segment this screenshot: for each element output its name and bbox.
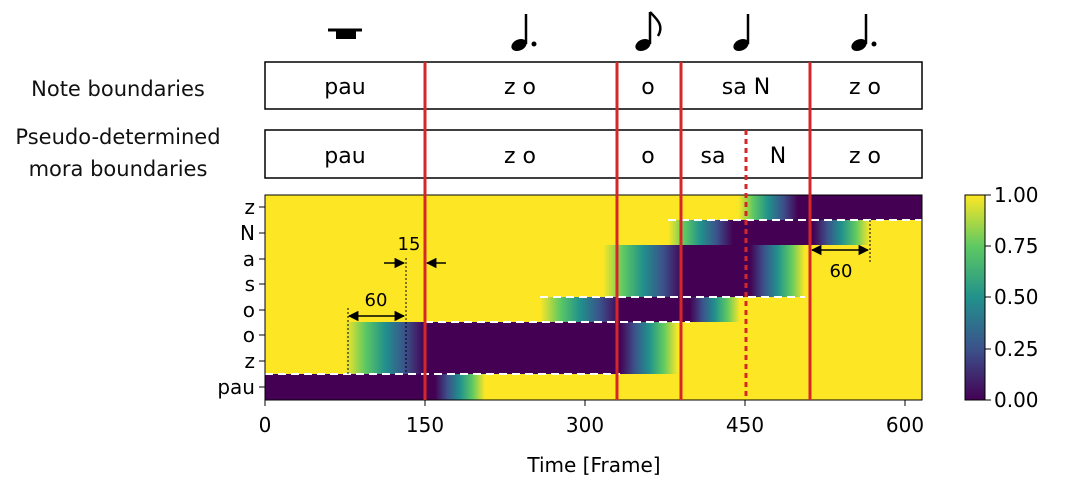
dotted-quarter-note-icon (511, 14, 537, 52)
x-tick-label: 300 (566, 413, 604, 437)
rest-icon (328, 28, 362, 39)
eighth-note-icon (635, 11, 662, 52)
band-z-o-tail (620, 322, 678, 374)
mora-boundaries-label-line1: Pseudo-determined (15, 125, 220, 149)
note-segment-label: sa N (722, 75, 770, 100)
annotation-15: 15 (384, 234, 446, 269)
band-o-tail (690, 297, 740, 322)
colorbar-tick-label: 0.25 (994, 337, 1039, 361)
colorbar-tick-label: 0.75 (994, 234, 1039, 258)
mora-segment-label: N (770, 144, 786, 169)
quarter-note-icon (733, 14, 750, 52)
band-z-ramp (345, 322, 425, 374)
mora-boundaries-box (264, 129, 923, 179)
y-tick-label: a (243, 247, 255, 271)
x-tick-label: 0 (259, 413, 272, 437)
y-tick-label: s (245, 272, 255, 296)
y-tick-label: o (243, 298, 255, 322)
y-tick-label: z (245, 349, 256, 373)
colorbar: 0.00 0.25 0.50 0.75 1.00 (964, 183, 1039, 412)
x-axis-title: Time [Frame] (526, 453, 660, 477)
annotation-60-right: 60 (810, 220, 871, 282)
mora-segment-label: sa (701, 144, 726, 169)
y-tick-label: z (245, 195, 256, 219)
band-sa-tail (750, 245, 805, 297)
band-o (620, 297, 690, 322)
annotation-label: 60 (830, 261, 853, 282)
note-segment-label: z o (504, 75, 536, 100)
x-tick-label: 450 (726, 413, 764, 437)
band-N-ramp (668, 220, 733, 245)
note-boundaries-box (264, 61, 923, 110)
x-tick-label: 150 (406, 413, 444, 437)
note-segment-label: o (641, 75, 654, 100)
band-z2 (798, 195, 922, 220)
attention-heatmap (264, 194, 923, 401)
band-pau-tail (435, 374, 485, 400)
y-tick-label: pau (217, 375, 255, 399)
note-boundary-lines (423, 62, 812, 400)
band-sa-ramp (603, 245, 683, 297)
annotation-60-left: 60 (347, 258, 407, 374)
note-boundaries-label: Note boundaries (31, 77, 205, 101)
band-sa (683, 245, 750, 297)
band-o-ramp (540, 297, 620, 322)
x-tick-label: 600 (886, 413, 924, 437)
band-z2-ramp (738, 195, 798, 220)
mora-segment-label: z o (504, 144, 536, 169)
annotation-label: 60 (365, 290, 388, 311)
mora-segment-label: z o (849, 144, 881, 169)
mora-segment-label: o (641, 144, 654, 169)
y-axis: pau z o o s a N z (217, 195, 265, 399)
y-tick-label: N (240, 221, 255, 245)
band-pau (265, 374, 435, 400)
y-tick-label: o (243, 323, 255, 347)
band-z-o (425, 322, 620, 374)
annotation-label: 15 (398, 234, 421, 255)
colorbar-tick-label: 0.00 (994, 388, 1039, 412)
mora-boundaries-label-line2: mora boundaries (29, 157, 208, 181)
x-axis: 0 150 300 450 600 Time [Frame] (259, 400, 924, 477)
colorbar-tick-label: 1.00 (994, 183, 1039, 207)
dotted-quarter-note-icon (851, 14, 877, 52)
band-N-tail (813, 220, 870, 245)
mora-segment-label: pau (324, 144, 365, 169)
note-segment-label: pau (324, 75, 365, 100)
note-segment-label: z o (849, 75, 881, 100)
colorbar-tick-label: 0.50 (994, 285, 1039, 309)
